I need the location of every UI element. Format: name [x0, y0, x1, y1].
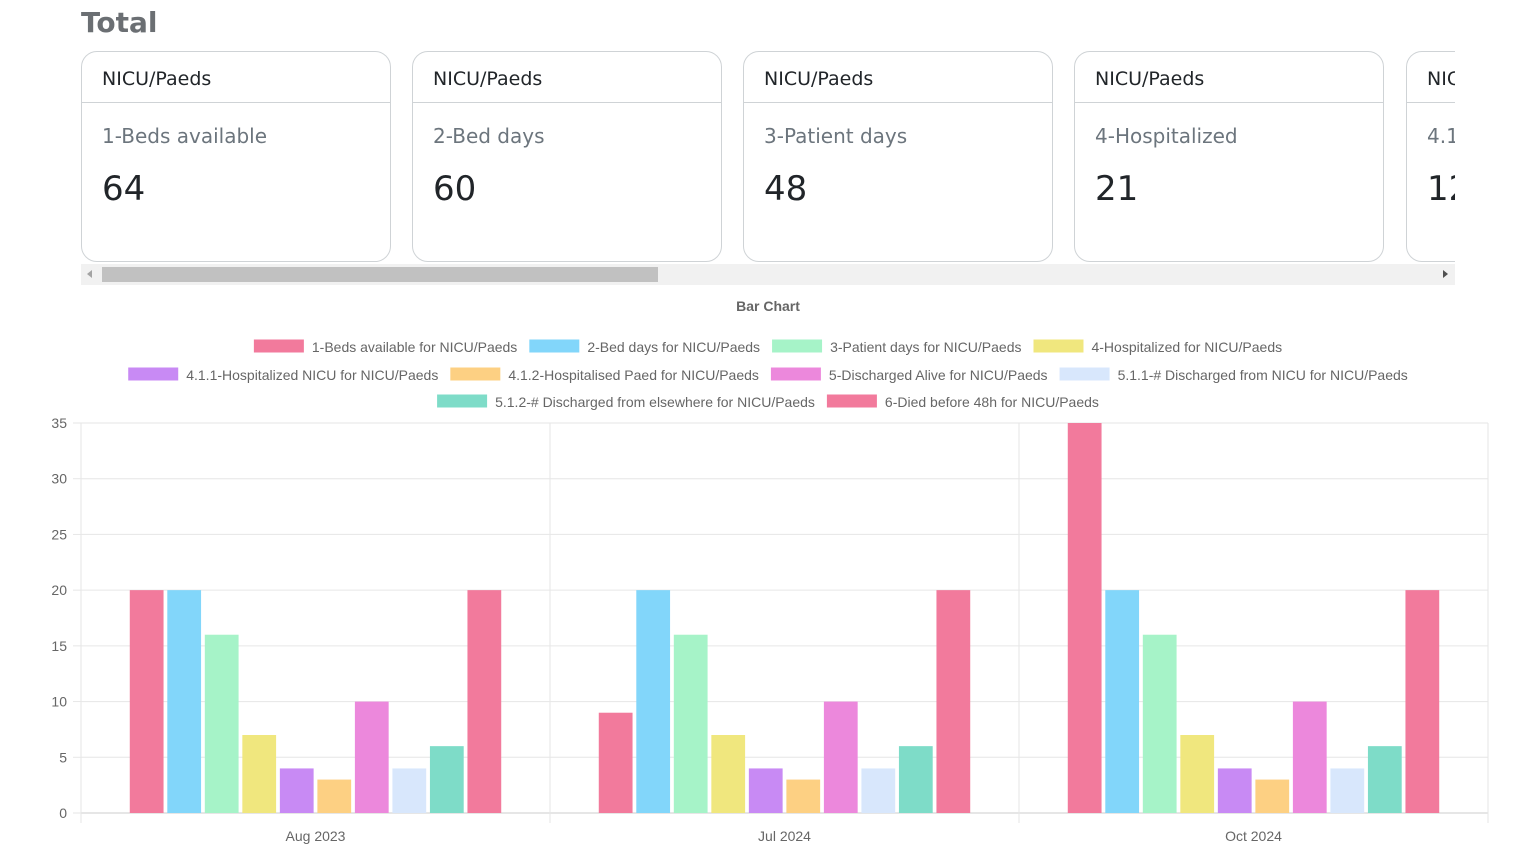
y-tick-label: 20: [51, 582, 67, 598]
legend-swatch[interactable]: [826, 394, 877, 408]
card-metric-value: 48: [764, 169, 808, 209]
bar-chart: Bar Chart 1-Beds available for NICU/Paed…: [51, 298, 1489, 844]
legend-label[interactable]: 4.1.1-Hospitalized NICU for NICU/Paeds: [186, 367, 438, 383]
card-metric-label: 3-Patient days: [764, 124, 908, 148]
stat-card-hospitalized-nicu: NICU/Paeds 4.1.1-Hospitalized NICU 12: [1406, 51, 1455, 262]
card-metric-value: 60: [433, 169, 477, 209]
x-tick-label: Jul 2024: [758, 828, 811, 844]
legend-label[interactable]: 5-Discharged Alive for NICU/Paeds: [829, 367, 1048, 383]
bar[interactable]: [167, 590, 202, 813]
bar[interactable]: [1180, 735, 1215, 813]
y-tick-label: 30: [51, 471, 67, 487]
scrollbar-thumb[interactable]: [102, 267, 658, 282]
cards-track: NICU/Paeds 1-Beds available 64 NICU/Paed…: [81, 51, 1455, 264]
bar[interactable]: [242, 735, 277, 813]
legend-label[interactable]: 4-Hospitalized for NICU/Paeds: [1091, 339, 1282, 355]
card-metric-value: 12: [1427, 169, 1455, 209]
y-tick-label: 25: [51, 526, 67, 542]
stat-card-hospitalized: NICU/Paeds 4-Hospitalized 21: [1074, 51, 1384, 262]
legend-swatch[interactable]: [1059, 367, 1110, 381]
stat-card-patient-days: NICU/Paeds 3-Patient days 48: [743, 51, 1053, 262]
legend-swatch[interactable]: [437, 394, 488, 408]
bar[interactable]: [1255, 779, 1290, 813]
chart-grid: [73, 422, 1489, 823]
legend-label[interactable]: 2-Bed days for NICU/Paeds: [587, 339, 760, 355]
x-tick-label: Oct 2024: [1225, 828, 1282, 844]
legend-label[interactable]: 1-Beds available for NICU/Paeds: [312, 339, 517, 355]
x-tick-label: Aug 2023: [286, 828, 346, 844]
bar[interactable]: [129, 590, 164, 813]
legend-label[interactable]: 4.1.2-Hospitalised Paed for NICU/Paeds: [508, 367, 759, 383]
legend-label[interactable]: 5.1.1-# Discharged from NICU for NICU/Pa…: [1118, 367, 1408, 383]
legend-label[interactable]: 6-Died before 48h for NICU/Paeds: [885, 394, 1099, 410]
card-metric-value: 21: [1095, 169, 1139, 209]
legend-label[interactable]: 5.1.2-# Discharged from elsewhere for NI…: [495, 394, 815, 410]
bar[interactable]: [673, 634, 708, 813]
bar[interactable]: [204, 634, 239, 813]
bar[interactable]: [1105, 590, 1140, 813]
bar[interactable]: [317, 779, 352, 813]
bar[interactable]: [1217, 768, 1252, 813]
card-unit-label: NICU/Paeds: [1075, 52, 1383, 103]
chart-legend: 1-Beds available for NICU/Paeds 2-Bed day…: [128, 339, 1408, 410]
legend-swatch[interactable]: [770, 367, 821, 381]
legend-swatch[interactable]: [128, 367, 179, 381]
card-unit-label: NICU/Paeds: [82, 52, 390, 103]
bar[interactable]: [467, 590, 502, 813]
chart-axes: 0 5 10 15 20 25 30 35 Aug 2023 Jul 2024 Oct 2024: [51, 415, 1282, 844]
card-metric-label: 4-Hospitalized: [1095, 124, 1238, 148]
bar[interactable]: [429, 746, 464, 813]
legend-swatch[interactable]: [253, 339, 304, 353]
legend-swatch[interactable]: [1033, 339, 1084, 353]
card-unit-label: NICU/Paeds: [744, 52, 1052, 103]
bar[interactable]: [861, 768, 896, 813]
bar[interactable]: [823, 701, 858, 813]
y-tick-label: 10: [51, 694, 67, 710]
stat-card-beds-available: NICU/Paeds 1-Beds available 64: [81, 51, 391, 262]
bar[interactable]: [936, 590, 971, 813]
y-tick-label: 5: [59, 749, 67, 765]
bar[interactable]: [786, 779, 821, 813]
y-tick-label: 35: [51, 415, 67, 431]
cards-scroll-container[interactable]: NICU/Paeds 1-Beds available 64 NICU/Paed…: [81, 51, 1455, 264]
chart-title: Bar Chart: [736, 298, 800, 314]
bar[interactable]: [636, 590, 671, 813]
stat-card-bed-days: NICU/Paeds 2-Bed days 60: [412, 51, 722, 262]
legend-swatch[interactable]: [450, 367, 501, 381]
chart-bars: [129, 423, 1440, 813]
card-unit-label: NICU/Paeds: [1407, 52, 1455, 103]
y-tick-label: 0: [59, 805, 67, 821]
bar[interactable]: [711, 735, 746, 813]
card-unit-label: NICU/Paeds: [413, 52, 721, 103]
card-metric-label: 1-Beds available: [102, 124, 267, 148]
bar[interactable]: [1330, 768, 1365, 813]
page-title: Total: [81, 6, 158, 39]
bar[interactable]: [1367, 746, 1402, 813]
card-metric-label: 4.1.1-Hospitalized NICU: [1427, 124, 1455, 148]
legend-label[interactable]: 3-Patient days for NICU/Paeds: [830, 339, 1021, 355]
legend-swatch[interactable]: [772, 339, 823, 353]
bar[interactable]: [1067, 423, 1102, 813]
bar[interactable]: [1142, 634, 1177, 813]
bar[interactable]: [392, 768, 427, 813]
bar[interactable]: [748, 768, 783, 813]
scroll-left-arrow-icon[interactable]: [87, 270, 92, 278]
legend-swatch[interactable]: [529, 339, 580, 353]
card-metric-value: 64: [102, 169, 146, 209]
y-tick-label: 15: [51, 638, 67, 654]
scroll-right-arrow-icon[interactable]: [1443, 270, 1448, 278]
bar[interactable]: [598, 712, 633, 813]
card-metric-label: 2-Bed days: [433, 124, 545, 148]
bar[interactable]: [898, 746, 933, 813]
bar[interactable]: [1405, 590, 1440, 813]
bar[interactable]: [354, 701, 389, 813]
bar[interactable]: [1292, 701, 1327, 813]
bar[interactable]: [279, 768, 314, 813]
horizontal-scrollbar[interactable]: [81, 264, 1455, 285]
